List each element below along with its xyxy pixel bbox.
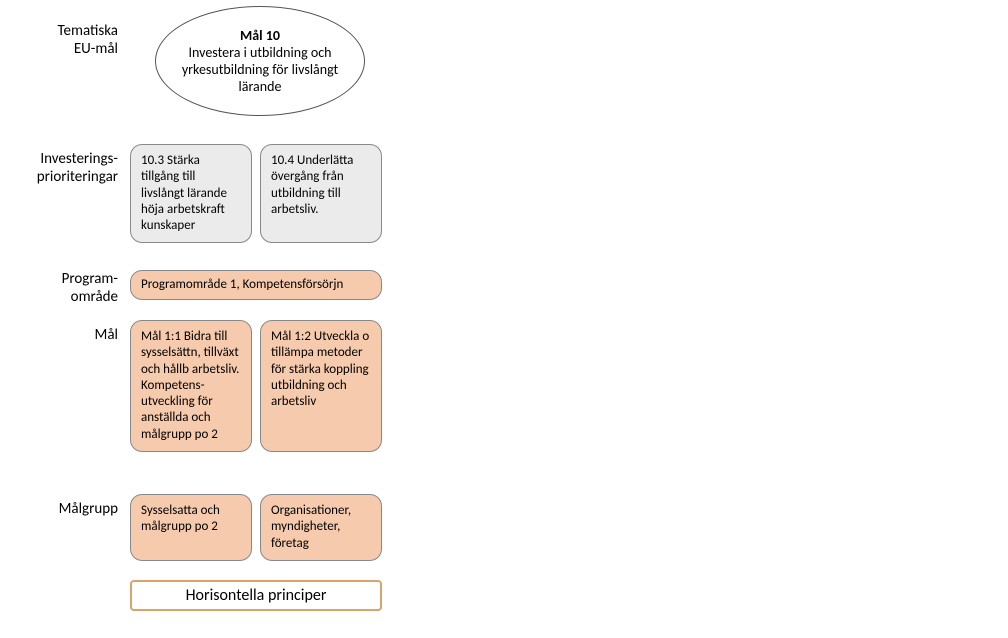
row-mal: Mål Mål 1:1 Bidra till sysselsättn, till… <box>0 320 390 452</box>
ellipse-title: Mål 10 <box>240 27 280 44</box>
label-investerings: Investerings- prioriteringar <box>0 144 130 186</box>
content-tematiska: Mål 10 Investera i utbildning och yrkesu… <box>130 6 390 116</box>
ellipse-mal10: Mål 10 Investera i utbildning och yrkesu… <box>155 6 365 116</box>
row-programomrade: Program- område Programområde 1, Kompete… <box>0 270 390 306</box>
box-malgrupp-left: Sysselsatta och målgrupp po 2 <box>130 494 252 561</box>
content-investerings: 10.3 Stärka tillgång till livslångt lära… <box>130 144 390 243</box>
label-tematiska: Tematiska EU-mål <box>0 6 130 58</box>
box-mal-1-2: Mål 1:2 Utveckla o tillämpa metoder för … <box>260 320 382 452</box>
row-investerings: Investerings- prioriteringar 10.3 Stärka… <box>0 144 390 243</box>
row-malgrupp: Målgrupp Sysselsatta och målgrupp po 2 O… <box>0 494 390 561</box>
content-programomrade: Programområde 1, Kompetensförsörjn <box>130 270 390 300</box>
box-programomrade-1: Programområde 1, Kompetensförsörjn <box>130 270 382 300</box>
label-malgrupp: Målgrupp <box>0 494 130 518</box>
content-mal: Mål 1:1 Bidra till sysselsättn, tillväxt… <box>130 320 390 452</box>
ellipse-body: Investera i utbildning och yrkesutbildni… <box>174 44 346 95</box>
box-horisontella-principer: Horisontella principer <box>130 580 382 611</box>
box-10-4: 10.4 Underlätta övergång från utbildning… <box>260 144 382 243</box>
row-footer: Horisontella principer <box>130 580 382 611</box>
box-10-3: 10.3 Stärka tillgång till livslångt lära… <box>130 144 252 243</box>
box-mal-1-1: Mål 1:1 Bidra till sysselsättn, tillväxt… <box>130 320 252 452</box>
content-malgrupp: Sysselsatta och målgrupp po 2 Organisati… <box>130 494 390 561</box>
label-programomrade: Program- område <box>0 270 130 306</box>
row-tematiska: Tematiska EU-mål Mål 10 Investera i utbi… <box>0 6 390 116</box>
box-malgrupp-right: Organisationer, myndigheter, företag <box>260 494 382 561</box>
label-mal: Mål <box>0 320 130 344</box>
